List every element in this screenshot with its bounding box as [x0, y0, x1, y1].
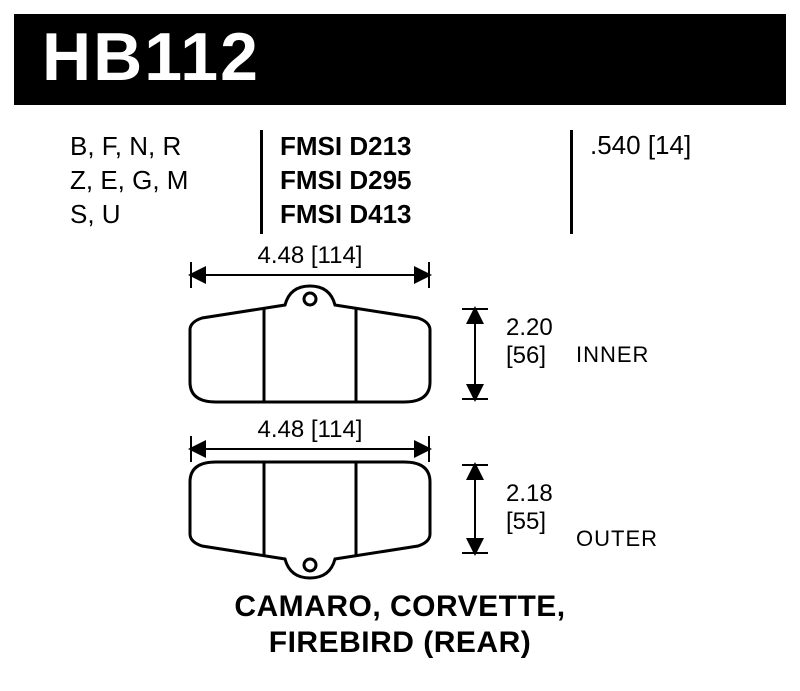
outer-height-in: 2.18 [506, 480, 553, 508]
codes-line: Z, E, G, M [70, 164, 240, 198]
dim-bar [190, 274, 430, 276]
arrow-down-icon [466, 538, 484, 556]
inner-width-label: 4.48 [114] [240, 242, 380, 270]
inner-height-dim [460, 308, 490, 400]
inner-name: INNER [576, 342, 649, 368]
footer-line: FIREBIRD (REAR) [0, 625, 800, 661]
applications-footer: CAMARO, CORVETTE, FIREBIRD (REAR) [0, 589, 800, 661]
outer-pad-shape [170, 456, 450, 582]
outer-name: OUTER [576, 526, 658, 552]
thickness-spec: .540 [14] [590, 130, 770, 161]
outer-width-dim: 4.48 [114] [190, 426, 430, 456]
arrow-up-icon [466, 462, 484, 480]
codes-line: S, U [70, 198, 240, 232]
header-divider [14, 101, 786, 105]
page: HB112 B, F, N, R Z, E, G, M S, U FMSI D2… [0, 0, 800, 691]
part-number: HB112 [42, 18, 260, 96]
fmsi-line: FMSI D213 [280, 130, 480, 164]
arrow-down-icon [466, 384, 484, 402]
fmsi-line: FMSI D295 [280, 164, 480, 198]
codes-row: B, F, N, R Z, E, G, M S, U FMSI D213 FMS… [30, 130, 770, 240]
fmsi-line: FMSI D413 [280, 198, 480, 232]
inner-width-dim: 4.48 [114] [190, 252, 430, 282]
vertical-separator [570, 130, 573, 234]
outer-height-label: 2.18 [55] [506, 480, 553, 535]
codes-line: B, F, N, R [70, 130, 240, 164]
inner-height-label: 2.20 [56] [506, 314, 553, 369]
inner-height-mm: [56] [506, 342, 553, 370]
vertical-separator [260, 130, 263, 234]
inner-pad-shape [170, 282, 450, 410]
pad-diagram: 4.48 [114] 2.20 [56] INNER 4.48 [150, 258, 710, 598]
header-bar: HB112 [14, 14, 786, 102]
fmsi-codes: FMSI D213 FMSI D295 FMSI D413 [280, 130, 480, 231]
outer-width-label: 4.48 [114] [240, 416, 380, 444]
footer-line: CAMARO, CORVETTE, [0, 589, 800, 625]
dim-bar [190, 448, 430, 450]
arrow-up-icon [466, 306, 484, 324]
inner-height-in: 2.20 [506, 314, 553, 342]
thickness-value: .540 [14] [590, 130, 770, 161]
outer-height-dim [460, 464, 490, 554]
compound-codes: B, F, N, R Z, E, G, M S, U [70, 130, 240, 231]
outer-height-mm: [55] [506, 508, 553, 536]
